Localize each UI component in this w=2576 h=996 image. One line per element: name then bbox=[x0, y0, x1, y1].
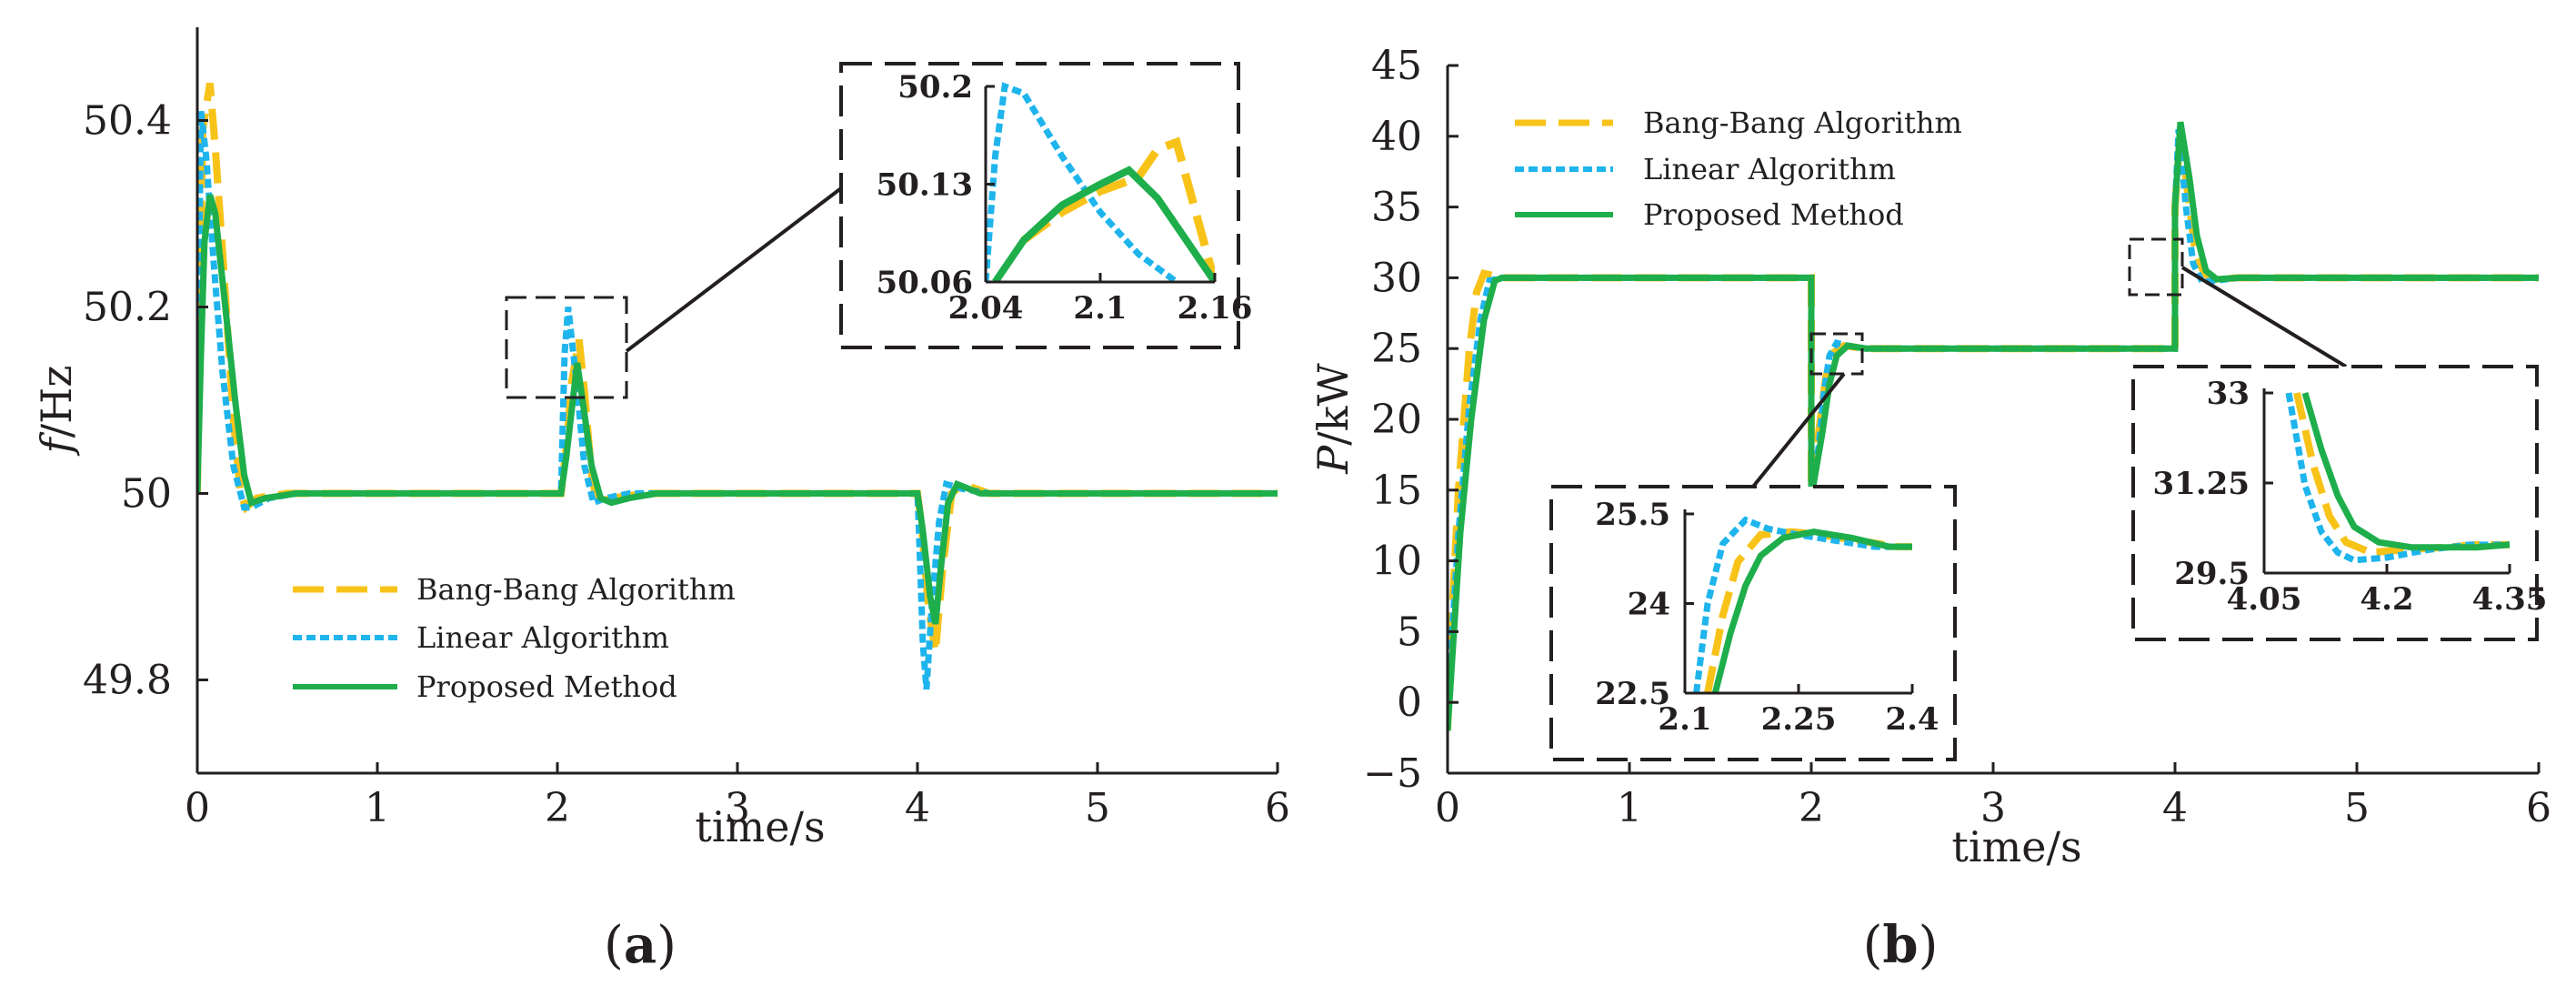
x-axis-title-a: time/s bbox=[695, 802, 825, 851]
series-a-linear-line bbox=[197, 110, 1278, 690]
legend-b-bang-bang-label: Bang-Bang Algorithm bbox=[1643, 106, 1962, 140]
series-b-proposed-line bbox=[1448, 121, 2539, 731]
zoom-box-a bbox=[505, 296, 628, 399]
panel-label-b: (b) bbox=[1863, 915, 1939, 975]
y-axis-title-a: f/Hz bbox=[32, 366, 81, 457]
a-ticks-xtick-label: 5 bbox=[1085, 785, 1110, 831]
a-ticks-xtick-label: 6 bbox=[1265, 785, 1290, 831]
b-ticks-xtick-label: 0 bbox=[1435, 785, 1460, 831]
legend-a: Bang-Bang Algorithm Linear Algorithm Pro… bbox=[293, 572, 736, 704]
a-ticks-ytick-label: 49.8 bbox=[83, 658, 172, 704]
ai-ticks-xtick-label: 2.04 bbox=[948, 290, 1024, 327]
b-ticks-ytick-label: 20 bbox=[1371, 397, 1422, 443]
b-ticks-ytick-label: 35 bbox=[1371, 185, 1422, 231]
bi1-ticks-xtick-label: 2.4 bbox=[1885, 701, 1939, 738]
inset-a-bang-bang-line bbox=[1021, 136, 1215, 282]
inset-b1-linear-line bbox=[1693, 516, 1912, 693]
inset-b1-series-group bbox=[1693, 516, 1912, 693]
zoom-connector-b2 bbox=[2180, 266, 2348, 368]
b-ticks-ytick-label: 30 bbox=[1371, 255, 1422, 301]
inset-b2-ticks: 4.05 4.2 4.35 29.5 31.25 33 bbox=[2153, 376, 2548, 618]
b-ticks-ytick-label: 10 bbox=[1371, 538, 1422, 585]
bi1-ticks-ytick-label: 22.5 bbox=[1595, 676, 1670, 712]
y-axis-title-b: P/kW bbox=[1308, 362, 1358, 474]
bi2-ticks-ytick-label: 33 bbox=[2207, 376, 2250, 412]
ai-ticks-ytick-label: 50.2 bbox=[897, 69, 973, 106]
bi2-ticks-xtick-label: 4.35 bbox=[2472, 581, 2548, 618]
inset-b1: 2.1 2.25 2.4 22.5 24 25.5 bbox=[1549, 485, 1957, 761]
inset-b2-series-group bbox=[2285, 392, 2510, 564]
bi2-ticks-ytick-label: 29.5 bbox=[2174, 556, 2250, 592]
inset-a-ticks: 2.04 2.1 2.16 50.06 50.13 50.2 bbox=[877, 69, 1253, 327]
legend-a-proposed-label: Proposed Method bbox=[416, 669, 677, 704]
a-ticks-xtick-label: 4 bbox=[905, 785, 930, 831]
zoom-connector-a bbox=[625, 186, 843, 353]
panel-label-a: (a) bbox=[604, 915, 677, 975]
ai-ticks-ytick-label: 50.13 bbox=[877, 167, 973, 204]
inset-b1-frame bbox=[1549, 485, 1957, 761]
a-ticks-xtick-label: 1 bbox=[365, 785, 390, 831]
bi2-ticks-ytick-label: 31.25 bbox=[2153, 466, 2250, 502]
inset-b2: 4.05 4.2 4.35 29.5 31.25 33 bbox=[2131, 365, 2548, 641]
x-axis-title-b: time/s bbox=[1951, 822, 2081, 871]
zoom-box-b1 bbox=[1809, 332, 1864, 376]
a-ticks-ytick-label: 50.2 bbox=[83, 285, 172, 331]
inset-a-linear-line bbox=[986, 82, 1179, 282]
ai-ticks-ytick-label: 50.06 bbox=[877, 265, 973, 301]
b-ticks-xtick-label: 5 bbox=[2344, 785, 2370, 831]
a-ticks-xtick-label: 0 bbox=[185, 785, 210, 831]
inset-b1-proposed-line bbox=[1711, 528, 1912, 693]
b-ticks-ytick-label: 5 bbox=[1397, 609, 1422, 655]
inset-b2-frame bbox=[2131, 365, 2539, 641]
b-ticks-xtick-label: 4 bbox=[2162, 785, 2188, 831]
zoom-box-b2 bbox=[2128, 237, 2184, 297]
a-ticks-ytick-label: 50.4 bbox=[83, 98, 172, 145]
ai-ticks-xtick-label: 2.16 bbox=[1178, 290, 1253, 327]
ai-ticks-xtick-label: 2.1 bbox=[1073, 290, 1127, 327]
b-ticks-ytick-label: 0 bbox=[1397, 679, 1422, 726]
inset-a-proposed-line bbox=[992, 166, 1215, 282]
inset-b2-proposed-line bbox=[2301, 392, 2510, 551]
legend-a-bang-bang-label: Bang-Bang Algorithm bbox=[416, 572, 736, 607]
b-ticks-xtick-label: 1 bbox=[1617, 785, 1642, 831]
inset-a-series-group bbox=[986, 82, 1215, 282]
a-ticks-xtick-label: 2 bbox=[545, 785, 570, 831]
b-ticks-ytick-label: 15 bbox=[1371, 468, 1422, 514]
panel-a-ticks: 0 1 2 3 4 5 6 49.8 50 50.2 50.4 bbox=[83, 98, 1290, 832]
panel-a-frequency-chart: 0 1 2 3 4 5 6 49.8 50 50.2 50.4 time/s f/Hz Bang-B… bbox=[32, 27, 1290, 975]
bi2-ticks-xtick-label: 4.05 bbox=[2227, 581, 2302, 618]
legend-b-proposed-label: Proposed Method bbox=[1643, 197, 1904, 232]
plot-b-series-group bbox=[1448, 121, 2539, 731]
b-ticks-ytick-label: 45 bbox=[1371, 43, 1422, 89]
b-ticks-xtick-label: 3 bbox=[1980, 785, 2006, 831]
series-b-linear-line bbox=[1448, 128, 2539, 731]
zoom-connector-b1 bbox=[1751, 372, 1846, 488]
bi1-ticks-xtick-label: 2.1 bbox=[1658, 701, 1711, 738]
b-ticks-xtick-label: 2 bbox=[1799, 785, 1824, 831]
inset-a-frame bbox=[839, 62, 1240, 349]
legend-a-linear-label: Linear Algorithm bbox=[416, 620, 669, 655]
b-ticks-xtick-label: 6 bbox=[2526, 785, 2551, 831]
inset-b1-ticks: 2.1 2.25 2.4 22.5 24 25.5 bbox=[1595, 497, 1939, 738]
a-ticks-xtick-label: 3 bbox=[725, 785, 750, 831]
bi1-ticks-xtick-label: 2.25 bbox=[1761, 701, 1837, 738]
b-ticks-ytick-label: −5 bbox=[1363, 750, 1422, 797]
legend-b: Bang-Bang Algorithm Linear Algorithm Pro… bbox=[1515, 106, 1962, 232]
plot-a-series-group bbox=[197, 82, 1278, 690]
legend-b-linear-label: Linear Algorithm bbox=[1643, 152, 1896, 186]
bi1-ticks-ytick-label: 25.5 bbox=[1595, 497, 1670, 533]
series-a-proposed-line bbox=[197, 194, 1278, 625]
inset-a: 2.04 2.1 2.16 50.06 50.13 50.2 bbox=[839, 62, 1253, 349]
b-ticks-ytick-label: 25 bbox=[1371, 326, 1422, 372]
bi1-ticks-ytick-label: 24 bbox=[1628, 587, 1670, 623]
bi2-ticks-xtick-label: 4.2 bbox=[2360, 581, 2413, 618]
a-ticks-ytick-label: 50 bbox=[121, 471, 172, 518]
b-ticks-ytick-label: 40 bbox=[1371, 114, 1422, 160]
